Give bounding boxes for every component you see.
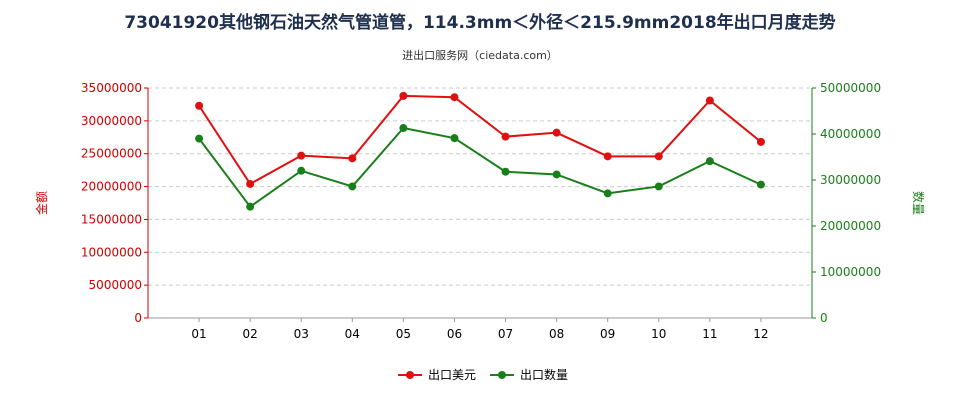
right-tick-label: 40000000 — [820, 127, 881, 141]
series-2-point — [501, 167, 510, 176]
right-tick-label: 20000000 — [820, 219, 881, 233]
left-tick-label: 35000000 — [81, 81, 142, 95]
series-2-point — [756, 180, 765, 189]
series-1-point — [297, 151, 306, 160]
x-tick-label: 09 — [600, 327, 615, 341]
left-tick-label: 20000000 — [81, 180, 142, 194]
series-2-point — [654, 182, 663, 191]
x-tick-label: 01 — [191, 327, 206, 341]
chart-title: 73041920其他钢石油天然气管道管，114.3mm＜外径＜215.9mm20… — [124, 13, 836, 33]
x-tick-label: 06 — [447, 327, 462, 341]
x-tick-label: 11 — [702, 327, 717, 341]
series-1-point — [450, 93, 459, 102]
chart-subtitle: 进出口服务网（ciedata.com） — [402, 49, 558, 62]
series-1-point — [705, 96, 714, 105]
x-tick-label: 03 — [294, 327, 309, 341]
left-tick-label: 0 — [134, 311, 142, 325]
x-tick-label: 10 — [651, 327, 666, 341]
legend-marker-1 — [406, 371, 414, 379]
left-tick-label: 5000000 — [89, 278, 142, 292]
series-2-point — [552, 170, 561, 179]
x-tick-label: 08 — [549, 327, 564, 341]
series-2-point — [399, 124, 408, 133]
series-1-point — [654, 152, 663, 161]
x-tick-label: 12 — [753, 327, 768, 341]
series-1-point — [756, 137, 765, 146]
right-tick-label: 0 — [820, 311, 828, 325]
series-1-point — [552, 128, 561, 137]
x-tick-label: 07 — [498, 327, 513, 341]
series-line-2 — [198, 126, 762, 209]
series-2-point — [450, 134, 459, 143]
series-1-point — [246, 179, 255, 188]
right-tick-label: 10000000 — [820, 265, 881, 279]
left-tick-label: 25000000 — [81, 147, 142, 161]
left-tick-label: 15000000 — [81, 212, 142, 226]
series-2-point — [195, 134, 204, 143]
series-1-point — [603, 152, 612, 161]
right-tick-label: 30000000 — [820, 173, 881, 187]
left-tick-label: 30000000 — [81, 114, 142, 128]
legend-label-2: 出口数量 — [520, 367, 568, 382]
series-1-point — [399, 91, 408, 100]
series-2-point — [297, 166, 306, 175]
left-tick-label: 10000000 — [81, 245, 142, 259]
x-tick-label: 05 — [396, 327, 411, 341]
series-2-point — [603, 189, 612, 198]
right-axis-title: 数量 — [911, 191, 926, 215]
series-1-point — [501, 132, 510, 141]
x-tick-label: 04 — [345, 327, 360, 341]
series-2-point — [705, 157, 714, 166]
right-tick-label: 50000000 — [820, 81, 881, 95]
series-1-point — [348, 154, 357, 163]
series-2-point — [348, 182, 357, 191]
series-2-point — [246, 202, 255, 211]
series-line-1 — [198, 94, 762, 186]
legend-label-1: 出口美元 — [428, 368, 476, 382]
legend-marker-2 — [498, 371, 506, 379]
series-1-point — [195, 101, 204, 110]
x-tick-label: 02 — [243, 327, 258, 341]
left-axis-title: 金额 — [34, 191, 49, 215]
